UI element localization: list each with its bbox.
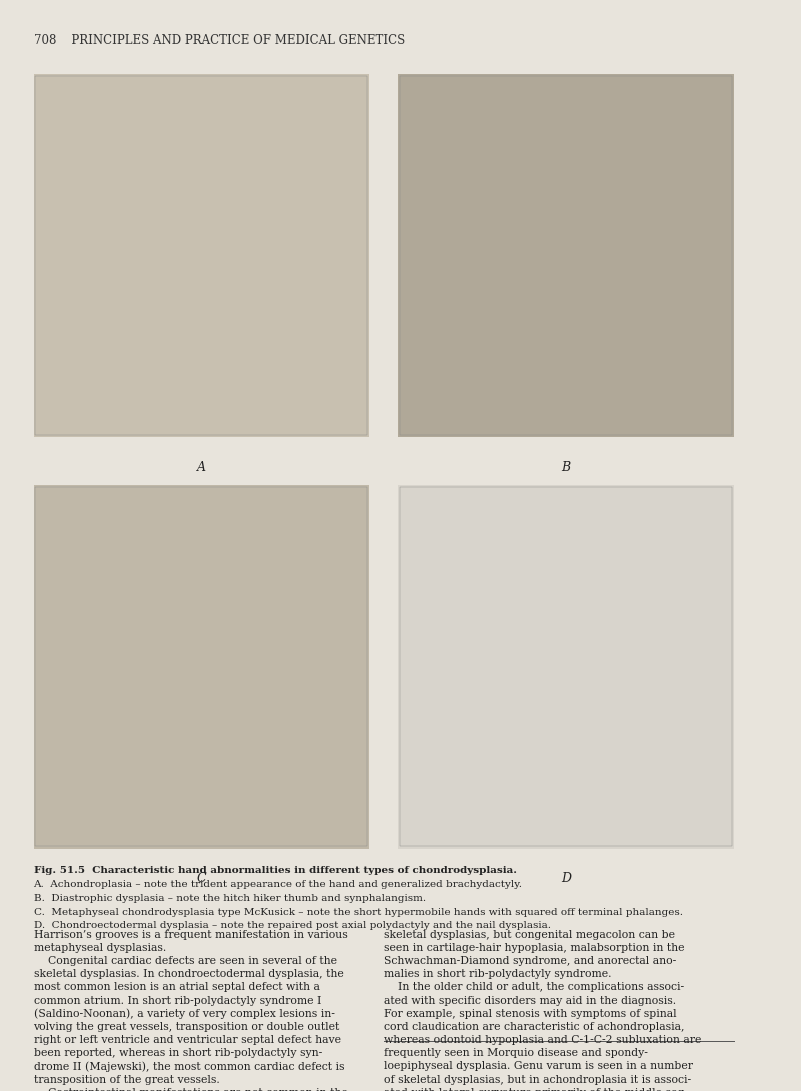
Text: In the older child or adult, the complications associ-: In the older child or adult, the complic… [384, 982, 684, 993]
Text: A.  Achondroplasia – note the trident appearance of the hand and generalized bra: A. Achondroplasia – note the trident app… [34, 880, 522, 889]
Text: common atrium. In short rib-polydactyly syndrome I: common atrium. In short rib-polydactyly … [34, 996, 321, 1006]
Text: ated with lateral curvature primarily of the middle seg-: ated with lateral curvature primarily of… [384, 1088, 687, 1091]
Text: A: A [196, 460, 206, 473]
Text: seen in cartilage-hair hypoplasia, malabsorption in the: seen in cartilage-hair hypoplasia, malab… [384, 943, 684, 952]
Text: 708    PRINCIPLES AND PRACTICE OF MEDICAL GENETICS: 708 PRINCIPLES AND PRACTICE OF MEDICAL G… [34, 34, 405, 47]
Bar [398, 484, 734, 849]
Text: volving the great vessels, transposition or double outlet: volving the great vessels, transposition… [34, 1022, 340, 1032]
Bar [398, 74, 734, 437]
Text: Fig. 51.5  Characteristic hand abnormalities in different types of chondrodyspla: Fig. 51.5 Characteristic hand abnormalit… [34, 866, 517, 875]
Text: right or left ventricle and ventricular septal defect have: right or left ventricle and ventricular … [34, 1035, 340, 1045]
Bar [400, 487, 732, 847]
Text: D: D [561, 872, 571, 885]
Text: (Saldino-Noonan), a variety of very complex lesions in-: (Saldino-Noonan), a variety of very comp… [34, 1009, 334, 1019]
Text: transposition of the great vessels.: transposition of the great vessels. [34, 1075, 219, 1084]
Text: skeletal dysplasias. In chondroectodermal dysplasia, the: skeletal dysplasias. In chondroectoderma… [34, 969, 344, 980]
Bar [400, 76, 732, 435]
Bar [34, 484, 368, 849]
Text: C.  Metaphyseal chondrodysplasia type McKusick – note the short hypermobile hand: C. Metaphyseal chondrodysplasia type McK… [34, 908, 682, 916]
Text: whereas odontoid hypoplasia and C-1-C-2 subluxation are: whereas odontoid hypoplasia and C-1-C-2 … [384, 1035, 701, 1045]
Text: loepiphyseal dysplasia. Genu varum is seen in a number: loepiphyseal dysplasia. Genu varum is se… [384, 1062, 693, 1071]
Text: Harrison’s grooves is a frequent manifestation in various: Harrison’s grooves is a frequent manifes… [34, 930, 348, 939]
Text: ated with specific disorders may aid in the diagnosis.: ated with specific disorders may aid in … [384, 996, 676, 1006]
Text: skeletal dysplasias, but congenital megacolon can be: skeletal dysplasias, but congenital mega… [384, 930, 674, 939]
Bar [35, 487, 367, 847]
Text: B: B [562, 460, 570, 473]
Text: B.  Diastrophic dysplasia – note the hitch hiker thumb and synphalangism.: B. Diastrophic dysplasia – note the hitc… [34, 894, 425, 903]
Text: Gastrointestinal manifestations are not common in the: Gastrointestinal manifestations are not … [34, 1088, 348, 1091]
Text: frequently seen in Morquio disease and spondy-: frequently seen in Morquio disease and s… [384, 1048, 647, 1058]
Text: metaphyseal dysplasias.: metaphyseal dysplasias. [34, 943, 166, 952]
Text: malies in short rib-polydactyly syndrome.: malies in short rib-polydactyly syndrome… [384, 969, 611, 980]
Text: For example, spinal stenosis with symptoms of spinal: For example, spinal stenosis with sympto… [384, 1009, 676, 1019]
Text: been reported, whereas in short rib-polydactyly syn-: been reported, whereas in short rib-poly… [34, 1048, 322, 1058]
Bar [35, 76, 367, 435]
Text: D.  Chondroectodermal dysplasia – note the repaired post axial polydactyly and t: D. Chondroectodermal dysplasia – note th… [34, 921, 550, 931]
Text: of skeletal dysplasias, but in achondroplasia it is associ-: of skeletal dysplasias, but in achondrop… [384, 1075, 690, 1084]
Bar [34, 74, 368, 437]
Text: drome II (Majewski), the most common cardiac defect is: drome II (Majewski), the most common car… [34, 1062, 344, 1072]
Text: cord claudication are characteristic of achondroplasia,: cord claudication are characteristic of … [384, 1022, 684, 1032]
Text: most common lesion is an atrial septal defect with a: most common lesion is an atrial septal d… [34, 982, 320, 993]
Text: C: C [196, 872, 206, 885]
Text: Schwachman-Diamond syndrome, and anorectal ano-: Schwachman-Diamond syndrome, and anorect… [384, 956, 676, 967]
Text: Congenital cardiac defects are seen in several of the: Congenital cardiac defects are seen in s… [34, 956, 336, 967]
